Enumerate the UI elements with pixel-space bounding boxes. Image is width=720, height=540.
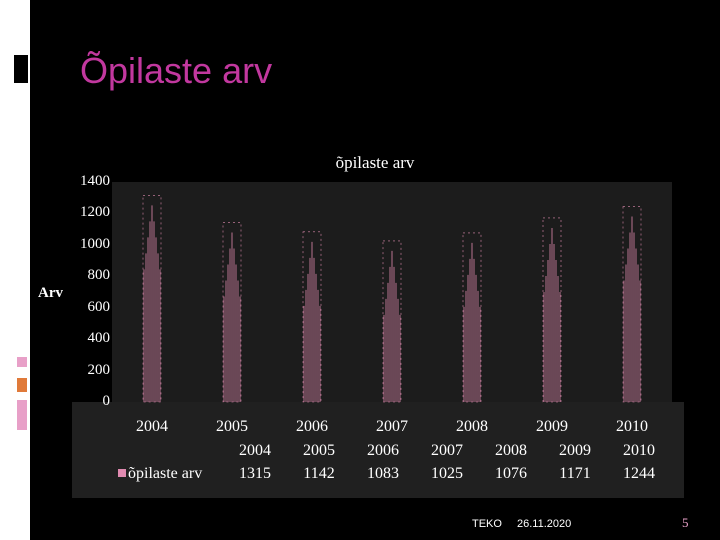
legend-key [118,469,126,477]
legend: õpilaste arv [118,465,202,483]
data-table-header-cell: 2009 [559,442,591,459]
x-tick-label: 2005 [216,418,248,435]
data-table-value-cell: 1142 [303,465,335,482]
chart-title: õpilaste arv [335,153,415,172]
x-tick-label: 2007 [376,418,408,435]
footer-date: 26.11.2020 [517,518,572,530]
x-tick-label: 2010 [616,418,648,435]
decorative-square-orange [17,378,27,392]
y-tick-label: 400 [87,330,111,347]
x-tick-label: 2009 [536,418,568,435]
data-table-value-cell: 1083 [367,465,399,482]
data-table-value-cell: 1315 [239,465,271,482]
y-axis-label: Arv [38,285,63,301]
slide-title: Õpilaste arv [80,50,273,91]
decorative-square-pink [17,357,27,367]
x-tick-label: 2004 [136,418,168,435]
data-table-header-cell: 2008 [495,442,527,459]
y-tick-label: 0 [102,393,111,409]
y-tick-label: 1000 [80,235,110,252]
data-table-header-cell: 2005 [303,442,335,459]
data-table-header-cell: 2007 [431,442,463,459]
bar [142,195,162,403]
y-tick-label: 1200 [80,204,110,221]
data-table-value-cell: 1244 [623,465,655,482]
footer-left: TEKO [472,518,502,530]
data-table-header-cell: 2004 [239,442,271,459]
y-tick-label: 1400 [80,173,110,189]
y-tick-label: 600 [87,298,111,315]
page-number: 5 [682,515,689,530]
bar [222,222,242,403]
bar [302,231,322,403]
y-tick-label: 800 [87,267,111,284]
x-tick-label: 2006 [296,418,328,435]
decorative-square-pink-lower [17,400,27,430]
data-table-header-cell: 2010 [623,442,655,459]
decorative-square-top [14,55,28,83]
data-table-value-cell: 1076 [495,465,527,482]
data-table-value-cell: 1025 [431,465,463,482]
bar [382,240,402,403]
bar [622,206,642,403]
legend-label: õpilaste arv [128,465,203,482]
bar [542,217,562,403]
x-tick-label: 2008 [456,418,488,435]
left-border-strip [0,0,30,540]
bar [462,232,482,403]
data-table-header-cell: 2006 [367,442,399,459]
data-table-background [72,402,684,498]
y-tick-label: 200 [87,361,111,378]
data-table-value-cell: 1171 [559,465,591,482]
